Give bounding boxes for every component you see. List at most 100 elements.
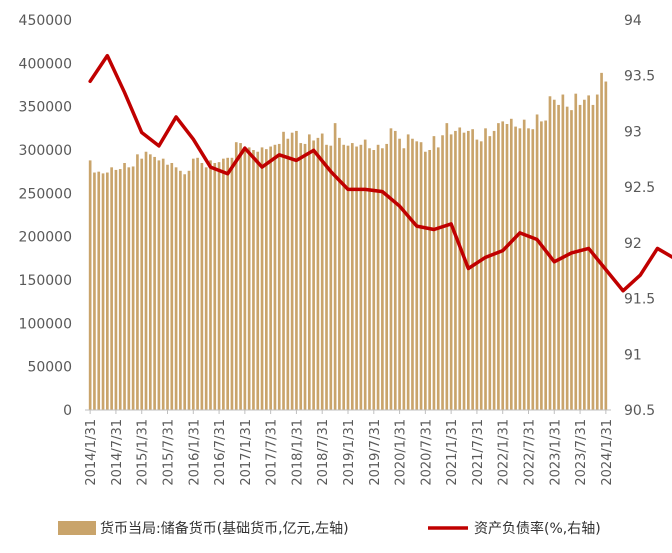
bar bbox=[595, 94, 599, 410]
bar bbox=[342, 144, 346, 411]
bar bbox=[565, 106, 569, 411]
bar bbox=[290, 132, 294, 411]
bar bbox=[479, 141, 483, 410]
bar bbox=[174, 167, 178, 410]
bar bbox=[544, 120, 548, 410]
bar bbox=[191, 158, 195, 410]
y-right-tick-label: 92.5 bbox=[624, 180, 655, 196]
bar bbox=[514, 126, 517, 410]
x-tick-label: 2021/7/31 bbox=[471, 419, 486, 486]
y-right-tick-label: 91.5 bbox=[624, 292, 655, 308]
bar bbox=[509, 118, 513, 411]
bar bbox=[350, 143, 354, 410]
bar bbox=[196, 157, 199, 410]
bar bbox=[329, 145, 333, 411]
bar bbox=[398, 138, 401, 411]
y-left-tick-label: 450000 bbox=[19, 13, 72, 29]
bar bbox=[548, 96, 552, 411]
y-right-tick-label: 90.5 bbox=[624, 403, 655, 419]
bar bbox=[127, 167, 131, 410]
bar bbox=[183, 174, 187, 410]
x-tick-label: 2022/1/31 bbox=[497, 419, 512, 486]
bar bbox=[320, 133, 324, 410]
y-right-tick-label: 91 bbox=[624, 347, 642, 363]
bar bbox=[93, 172, 96, 410]
bar bbox=[535, 114, 539, 410]
bar bbox=[471, 129, 474, 410]
bar bbox=[161, 158, 165, 410]
bar bbox=[578, 104, 582, 411]
bar bbox=[424, 151, 427, 411]
bar bbox=[148, 154, 152, 410]
bar bbox=[600, 72, 603, 411]
legend-bar-label: 货币当局:储备货币(基础货币,亿元,左轴) bbox=[100, 520, 349, 537]
bar bbox=[501, 121, 505, 411]
x-tick-label: 2020/1/31 bbox=[394, 419, 409, 486]
bar bbox=[406, 134, 410, 410]
bar bbox=[527, 128, 530, 410]
bar bbox=[295, 130, 298, 410]
y-left-tick-label: 0 bbox=[63, 403, 72, 419]
y-left-tick-label: 300000 bbox=[19, 143, 72, 159]
x-tick-label: 2018/1/31 bbox=[290, 419, 305, 486]
y-left-tick-label: 250000 bbox=[19, 186, 72, 202]
bar bbox=[467, 130, 470, 410]
bar bbox=[325, 144, 328, 411]
series-line bbox=[88, 53, 672, 293]
bar bbox=[591, 104, 595, 411]
bar bbox=[226, 157, 229, 410]
bar bbox=[200, 163, 204, 410]
legend-line-label: 资产负债率(%,右轴) bbox=[474, 520, 601, 537]
bar bbox=[570, 110, 573, 410]
bar bbox=[402, 148, 406, 410]
x-tick-label: 2020/7/31 bbox=[419, 419, 434, 486]
bar bbox=[136, 154, 139, 410]
bar bbox=[106, 172, 109, 410]
bar bbox=[381, 148, 384, 410]
y-left-tick-label: 100000 bbox=[19, 316, 72, 332]
bar bbox=[118, 169, 122, 410]
bar bbox=[209, 160, 212, 410]
bar bbox=[372, 150, 376, 410]
bar bbox=[428, 150, 431, 410]
bar bbox=[123, 163, 126, 410]
bar bbox=[110, 167, 113, 410]
bar bbox=[505, 124, 509, 410]
bar bbox=[445, 123, 449, 410]
bar bbox=[187, 170, 191, 410]
x-tick-label: 2024/1/31 bbox=[600, 419, 615, 486]
y-left-tick-label: 350000 bbox=[19, 100, 72, 116]
bar bbox=[363, 139, 367, 410]
bar bbox=[213, 163, 217, 410]
bar bbox=[312, 140, 315, 410]
bar bbox=[166, 164, 169, 410]
bar bbox=[286, 138, 290, 411]
y-left-axis: 0 50000 100000 150000 200000 250000 300000 3500… bbox=[19, 13, 72, 419]
bar bbox=[282, 131, 285, 411]
x-tick-label: 2017/7/31 bbox=[265, 419, 280, 486]
bar bbox=[492, 130, 496, 410]
x-tick-label: 2023/1/31 bbox=[548, 419, 563, 486]
bar bbox=[265, 149, 268, 410]
bar bbox=[462, 132, 466, 411]
bar bbox=[415, 141, 419, 410]
y-left-tick-label: 150000 bbox=[19, 273, 72, 289]
bar bbox=[368, 148, 371, 410]
bar bbox=[243, 147, 247, 410]
bar bbox=[333, 123, 337, 410]
bar bbox=[497, 123, 500, 410]
bar bbox=[484, 128, 487, 410]
x-tick-label: 2018/7/31 bbox=[316, 419, 331, 486]
bar bbox=[217, 162, 221, 410]
bar bbox=[458, 127, 462, 410]
bar bbox=[101, 173, 105, 410]
bar bbox=[153, 156, 156, 410]
bar bbox=[518, 128, 522, 410]
bar bbox=[604, 81, 608, 410]
bar bbox=[449, 134, 453, 410]
bar bbox=[411, 138, 414, 411]
bar bbox=[179, 170, 182, 410]
bar bbox=[436, 147, 440, 410]
bar bbox=[97, 171, 101, 410]
x-tick-label: 2019/1/31 bbox=[342, 419, 357, 486]
